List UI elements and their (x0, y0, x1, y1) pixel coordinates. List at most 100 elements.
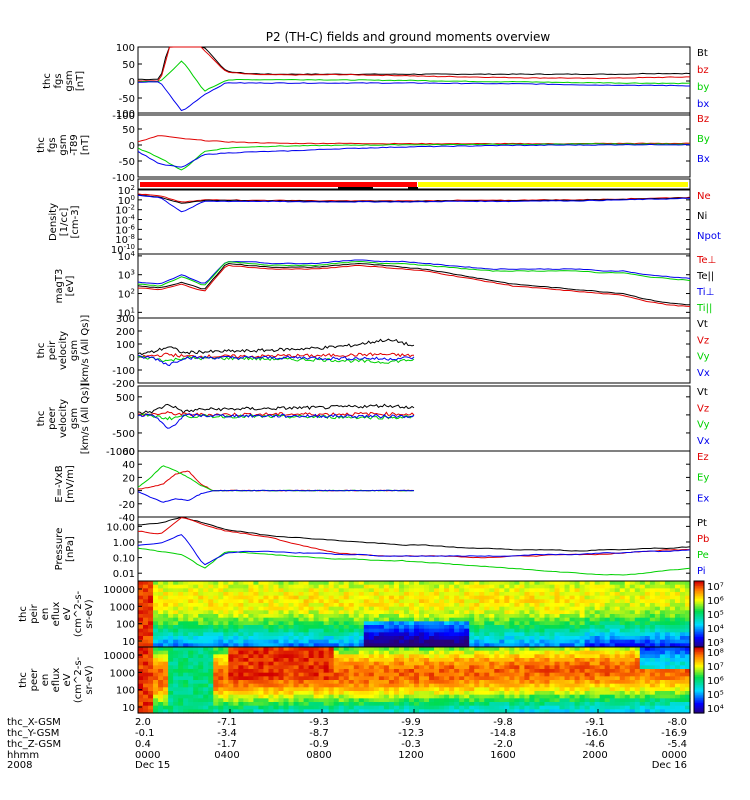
heat-cell (313, 661, 320, 666)
heat-cell (684, 588, 691, 593)
heat-cell (584, 617, 591, 622)
heat-cell (529, 647, 536, 652)
heat-cell (283, 676, 290, 681)
heat-cell (614, 588, 621, 593)
heat-cell (248, 595, 255, 600)
heat-cell (278, 588, 285, 593)
heat-cell (393, 691, 400, 696)
heat-cell (323, 606, 330, 611)
heat-cell (564, 643, 571, 648)
heat-cell (519, 683, 525, 688)
heat-cell (599, 581, 606, 586)
heat-cell (258, 592, 265, 597)
heat-cell (464, 592, 470, 597)
heat-cell (484, 606, 490, 611)
heat-cell (158, 658, 164, 663)
heat-cell (509, 661, 515, 666)
heat-cell (238, 669, 244, 674)
heat-cell (378, 650, 385, 655)
heat-cell (554, 661, 561, 666)
heat-cell (594, 643, 601, 648)
x-label-row-2: -5.4 (667, 739, 687, 750)
heat-cell (248, 683, 255, 688)
heat-cell (178, 654, 184, 659)
heat-cell (539, 680, 546, 685)
heat-cell (378, 672, 385, 677)
heat-cell (333, 592, 340, 597)
heat-cell (519, 599, 525, 604)
heat-cell (479, 599, 485, 604)
heat-cell (429, 603, 435, 608)
heat-cell (158, 665, 164, 670)
heat-cell (479, 672, 485, 677)
heat-cell (424, 687, 430, 692)
heat-cell (358, 672, 365, 677)
heat-cell (459, 683, 465, 688)
heat-cell (674, 676, 681, 681)
heat-cell (358, 636, 365, 641)
heat-cell (183, 592, 189, 597)
heat-cell (388, 661, 395, 666)
heat-cell (163, 643, 169, 648)
heat-cell (559, 614, 566, 619)
heat-cell (153, 581, 159, 586)
heat-cell (549, 676, 556, 681)
heat-cell (403, 687, 410, 692)
heat-cell (434, 647, 440, 652)
heat-cell (258, 595, 265, 600)
heat-cell (449, 595, 455, 600)
heat-cell (654, 632, 661, 637)
heat-cell (253, 669, 260, 674)
heat-cell (263, 676, 270, 681)
heat-cell (388, 691, 395, 696)
heat-cell (238, 705, 244, 710)
heat-cell (439, 661, 445, 666)
heat-cell (624, 698, 631, 703)
heat-cell (454, 617, 460, 622)
heat-cell (288, 658, 295, 663)
heat-cell (414, 581, 420, 586)
heat-cell (439, 588, 445, 593)
heat-cell (348, 665, 355, 670)
heat-cell (644, 603, 651, 608)
heat-cell (659, 650, 666, 655)
heat-cell (153, 595, 159, 600)
heat-cell (439, 592, 445, 597)
heat-cell (188, 606, 194, 611)
heat-cell (258, 658, 265, 663)
heat-cell (278, 617, 285, 622)
heat-cell (363, 654, 370, 659)
heat-cell (484, 617, 490, 622)
heat-cell (559, 639, 566, 644)
heat-cell (559, 610, 566, 615)
heat-cell (268, 687, 275, 692)
heat-cell (298, 599, 305, 604)
heat-cell (228, 702, 234, 707)
heat-cell (599, 654, 606, 659)
heat-cell (363, 610, 370, 615)
heat-cell (258, 614, 265, 619)
heat-cell (489, 581, 495, 586)
heat-cell (308, 628, 315, 633)
heat-cell (328, 617, 335, 622)
heat-cell (429, 691, 435, 696)
heat-cell (178, 584, 184, 589)
heat-cell (654, 643, 661, 648)
heat-cell (178, 650, 184, 655)
heat-cell (293, 581, 300, 586)
heat-cell (584, 628, 591, 633)
heat-cell (298, 643, 305, 648)
heat-cell (383, 639, 390, 644)
heat-cell (198, 599, 204, 604)
heat-cell (328, 592, 335, 597)
heat-cell (619, 672, 626, 677)
heat-cell (363, 665, 370, 670)
heat-cell (343, 680, 350, 685)
heat-cell (138, 665, 144, 670)
heat-cell (143, 669, 149, 674)
heat-cell (173, 592, 179, 597)
heat-cell (408, 698, 415, 703)
heat-cell (569, 691, 576, 696)
y-tick-label: 40 (122, 460, 135, 471)
heat-cell (654, 665, 661, 670)
